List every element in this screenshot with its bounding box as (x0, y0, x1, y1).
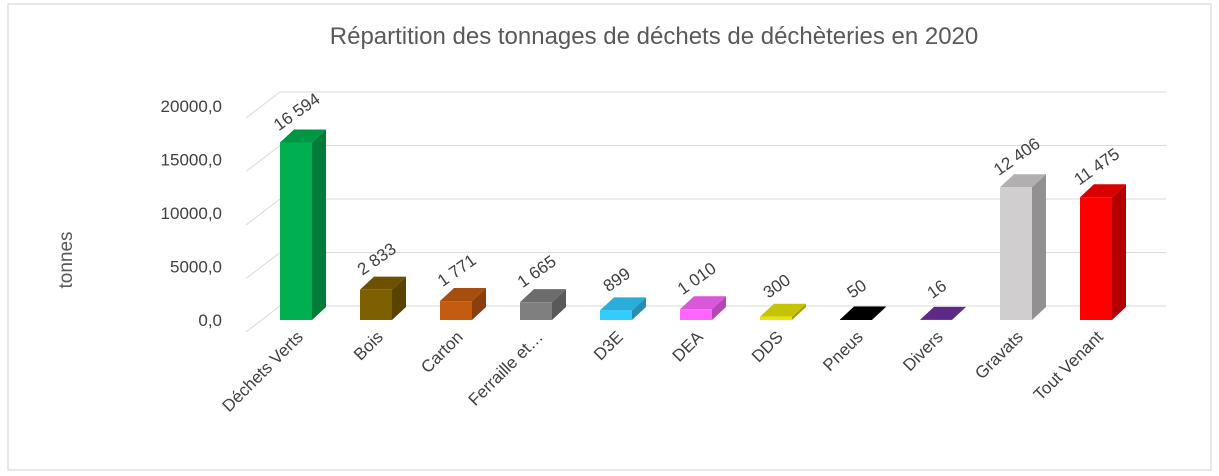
bar-side (632, 297, 646, 320)
y-axis-label: tonnes (56, 231, 77, 288)
grid-line-side (245, 252, 281, 279)
bar (360, 289, 392, 320)
bar (840, 319, 872, 320)
bar-side (1032, 174, 1046, 320)
bar (680, 309, 712, 320)
bar-top (280, 129, 326, 143)
chart-title: Répartition des tonnages de déchets de d… (330, 23, 978, 50)
y-tick-label: 10000,0 (161, 204, 222, 223)
bar (1000, 187, 1032, 320)
bar-top (1000, 174, 1046, 188)
bar-top (520, 289, 566, 303)
bar-top (360, 276, 406, 290)
bar-top (680, 296, 726, 310)
grid-line-side (245, 91, 281, 119)
bar-side (712, 296, 726, 320)
bar-side (312, 129, 326, 320)
y-tick-label: 15000,0 (161, 151, 222, 170)
bar-top (1080, 184, 1126, 198)
y-tick-label: 20000,0 (161, 97, 222, 116)
bar (760, 316, 792, 320)
grid-line-side (245, 145, 281, 172)
grid-line-side (245, 305, 281, 333)
bar-top (760, 303, 806, 317)
bar-top (440, 288, 486, 302)
bar-side (392, 276, 406, 320)
bar (600, 310, 632, 320)
bar-side (792, 303, 806, 320)
bar-side (1112, 184, 1126, 320)
bar-top (600, 297, 646, 311)
bar-top (840, 306, 886, 320)
bar-side (952, 306, 966, 320)
bar-side (472, 288, 486, 320)
grid-line-side (245, 198, 281, 226)
bar (440, 301, 472, 320)
y-tick-label: 5000,0 (170, 258, 222, 277)
bar (1080, 197, 1112, 320)
bar-top (920, 306, 966, 320)
bar (520, 302, 552, 320)
bar-side (552, 289, 566, 320)
y-tick-label: 0,0 (198, 311, 222, 330)
bar-side (872, 306, 886, 320)
bar (280, 142, 312, 320)
